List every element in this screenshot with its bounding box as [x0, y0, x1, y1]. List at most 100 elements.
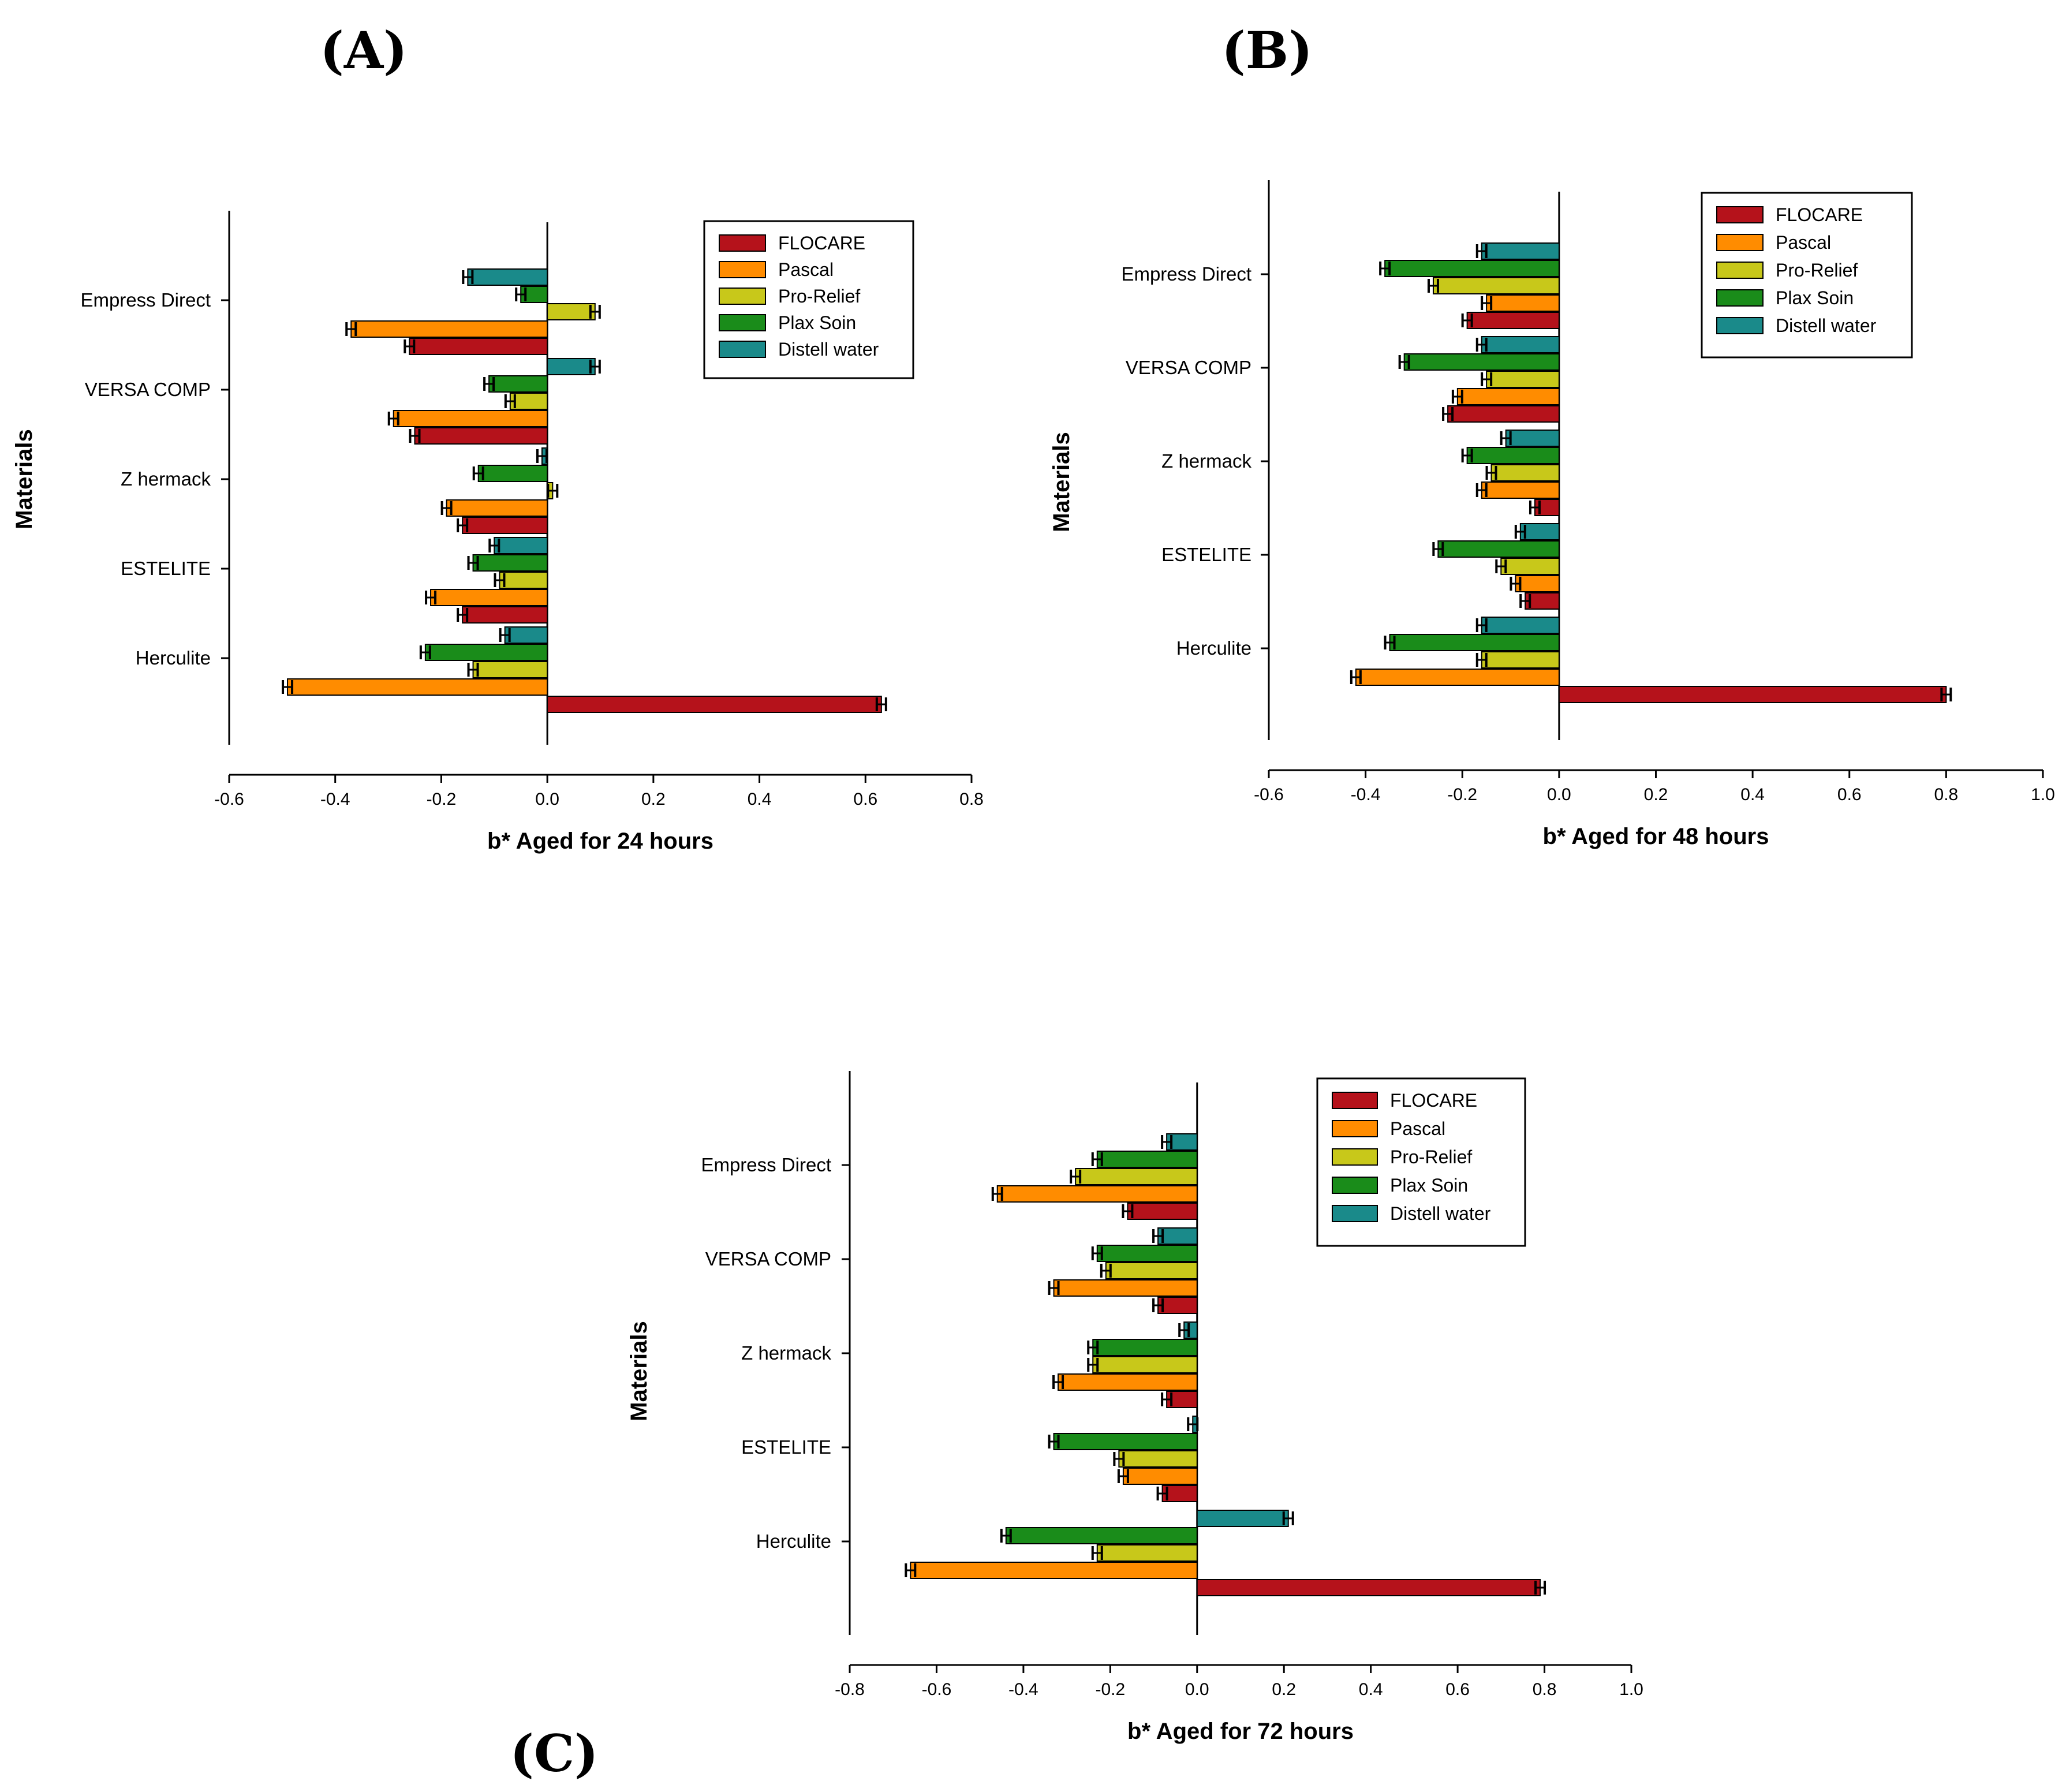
legend: FLOCARE Pascal Pro-Relief Plax Soin Distell … — [1701, 192, 1913, 359]
bar-pro-relief-estelite — [499, 572, 548, 589]
x-axis-title: b* Aged for 72 hours — [1127, 1719, 1354, 1744]
legend-swatch-pro-relief — [1332, 1148, 1378, 1166]
x-tick-label: 0.6 — [1837, 785, 1862, 804]
bar-plax-soin-estelite — [1437, 540, 1560, 558]
legend-swatch-plax-soin — [719, 314, 766, 331]
legend-label-flocare: FLOCARE — [1390, 1090, 1477, 1111]
chart-panel-1: (B) -0.6 -0.4 -0.2 0.0 0.2 0.4 0.6 0.8 1.0 b* Aged… — [1049, 20, 2055, 849]
bar-distell-water-estelite — [494, 537, 548, 554]
legend-label-pro-relief: Pro-Relief — [778, 286, 860, 307]
x-tick-label: -0.2 — [1447, 785, 1477, 804]
x-tick-label: -0.4 — [1008, 1680, 1038, 1699]
bar-pro-relief-herculite — [472, 661, 548, 678]
legend: FLOCARE Pascal Pro-Relief Plax Soin Distell … — [1316, 1077, 1526, 1247]
bar-pascal-versa-comp — [393, 410, 548, 427]
bar-pro-relief-empress-direct — [1432, 277, 1560, 294]
x-tick-label: 0.6 — [1445, 1680, 1470, 1699]
bar-plax-soin-versa-comp — [1403, 353, 1560, 371]
bar-pro-relief-empress-direct — [1075, 1168, 1198, 1185]
panel-label: (C) — [510, 1723, 598, 1783]
bar-pro-relief-versa-comp — [509, 393, 548, 410]
bar-pascal-z-hermack — [446, 499, 548, 517]
category-label-empress-direct: Empress Direct — [80, 289, 211, 311]
bar-plax-soin-empress-direct — [1096, 1151, 1198, 1168]
bar-pascal-z-hermack — [1058, 1373, 1198, 1391]
bar-flocare-versa-comp — [1447, 405, 1560, 423]
category-label-versa-comp: VERSA COMP — [1126, 357, 1251, 378]
y-axis-title: Materials — [626, 1321, 652, 1421]
legend-swatch-distell-water — [719, 341, 766, 358]
x-tick-label: 1.0 — [1619, 1680, 1643, 1699]
x-tick-label: 0.8 — [1533, 1680, 1557, 1699]
bar-plax-soin-herculite — [1005, 1527, 1198, 1544]
bar-distell-water-herculite — [504, 626, 548, 644]
bar-plax-soin-versa-comp — [1096, 1245, 1198, 1262]
legend-swatch-distell-water — [1716, 317, 1764, 334]
x-tick-label: -0.6 — [922, 1680, 952, 1699]
legend-label-pro-relief: Pro-Relief — [1390, 1147, 1472, 1167]
x-tick-label: 0.2 — [1644, 785, 1668, 804]
legend-swatch-pro-relief — [1716, 262, 1764, 279]
x-tick-label: 0.4 — [1359, 1680, 1383, 1699]
category-label-empress-direct: Empress Direct — [1121, 263, 1251, 285]
category-label-empress-direct: Empress Direct — [701, 1154, 831, 1175]
bar-distell-water-herculite — [1196, 1510, 1289, 1527]
bar-plax-soin-z-hermack — [1092, 1339, 1198, 1356]
bar-distell-water-herculite — [1481, 617, 1560, 634]
bar-plax-soin-versa-comp — [488, 375, 548, 393]
category-label-estelite: ESTELITE — [741, 1436, 831, 1458]
bar-flocare-versa-comp — [1157, 1297, 1198, 1314]
legend-label-pascal: Pascal — [1390, 1118, 1445, 1139]
bar-pro-relief-versa-comp — [1486, 371, 1560, 388]
category-label-herculite: Herculite — [1176, 637, 1251, 659]
legend-swatch-distell-water — [1332, 1205, 1378, 1222]
bar-flocare-empress-direct — [1127, 1203, 1198, 1220]
bar-flocare-herculite — [1558, 686, 1947, 703]
bar-pro-relief-empress-direct — [547, 303, 596, 320]
bar-distell-water-versa-comp — [547, 358, 596, 375]
bar-plax-soin-estelite — [472, 554, 548, 572]
bar-plax-soin-estelite — [1053, 1433, 1198, 1450]
legend-swatch-pascal — [1332, 1120, 1378, 1137]
category-label-z-hermack: Z hermack — [1161, 450, 1251, 472]
bar-pro-relief-z-hermack — [1092, 1356, 1198, 1373]
bar-pascal-versa-comp — [1456, 388, 1560, 405]
bar-distell-water-versa-comp — [1157, 1227, 1198, 1245]
x-tick-label: 0.8 — [959, 790, 984, 809]
bar-plax-soin-herculite — [1389, 634, 1560, 651]
legend-swatch-plax-soin — [1716, 289, 1764, 307]
x-tick-label: -0.4 — [1351, 785, 1381, 804]
legend-label-distell-water: Distell water — [1390, 1203, 1491, 1224]
category-label-z-hermack: Z hermack — [741, 1342, 831, 1364]
bar-pro-relief-herculite — [1096, 1544, 1198, 1562]
x-tick-label: 0.0 — [1185, 1680, 1209, 1699]
bar-pascal-herculite — [910, 1562, 1198, 1579]
legend-label-distell-water: Distell water — [778, 339, 879, 360]
panel-label: (A) — [320, 20, 408, 80]
category-label-estelite: ESTELITE — [1161, 544, 1251, 565]
legend-swatch-pascal — [719, 261, 766, 278]
category-label-z-hermack: Z hermack — [121, 468, 211, 490]
legend-label-flocare: FLOCARE — [1776, 204, 1863, 225]
legend-label-pascal: Pascal — [1776, 232, 1831, 253]
legend-swatch-flocare — [1332, 1092, 1378, 1109]
category-label-versa-comp: VERSA COMP — [705, 1248, 831, 1270]
bar-pascal-z-hermack — [1481, 481, 1560, 499]
x-tick-label: -0.2 — [1095, 1680, 1125, 1699]
panel-label: (B) — [1221, 20, 1313, 80]
bar-flocare-herculite — [1196, 1579, 1541, 1596]
bar-distell-water-z-hermack — [1505, 430, 1560, 447]
bar-distell-water-versa-comp — [1481, 336, 1560, 353]
legend-label-pascal: Pascal — [778, 259, 834, 280]
legend-swatch-pro-relief — [719, 288, 766, 305]
legend-swatch-plax-soin — [1332, 1177, 1378, 1194]
bar-pascal-estelite — [430, 589, 548, 606]
legend-label-pro-relief: Pro-Relief — [1776, 260, 1858, 281]
bar-flocare-estelite — [462, 606, 548, 624]
x-tick-label: -0.6 — [214, 790, 244, 809]
x-tick-label: 0.0 — [535, 790, 559, 809]
x-tick-label: -0.6 — [1254, 785, 1284, 804]
x-tick-label: 0.0 — [1547, 785, 1571, 804]
bar-pro-relief-z-hermack — [1490, 464, 1560, 481]
bar-distell-water-empress-direct — [1481, 242, 1560, 260]
